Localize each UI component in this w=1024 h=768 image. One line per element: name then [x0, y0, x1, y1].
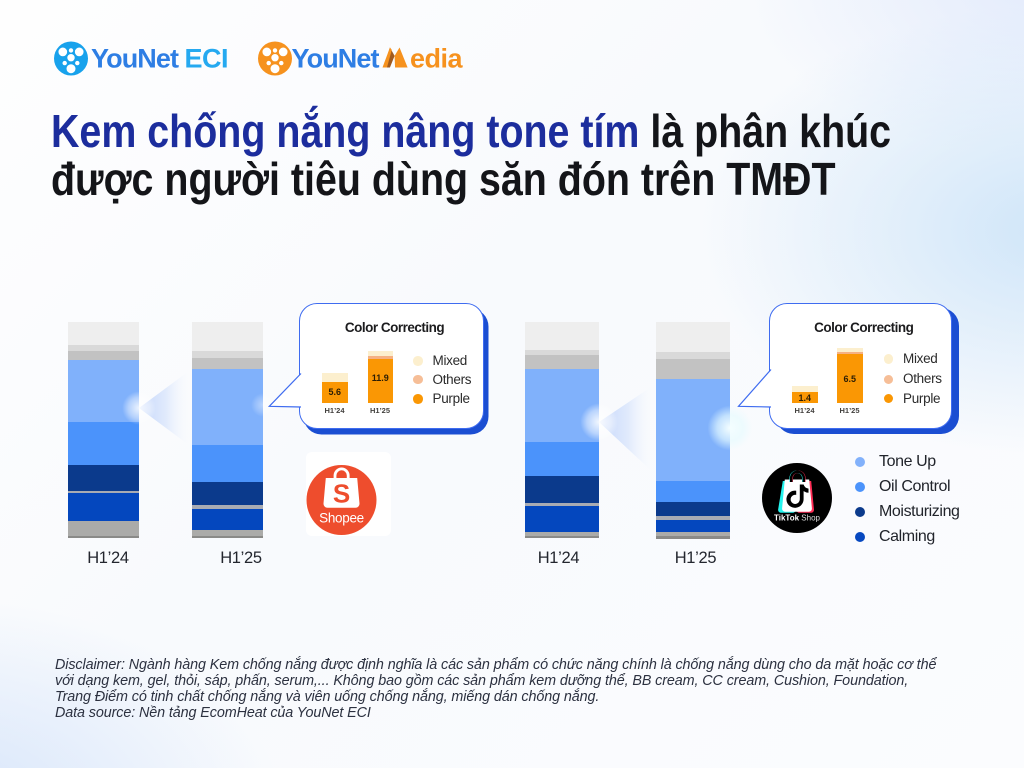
- svg-text:YouNet: YouNet: [91, 44, 179, 74]
- svg-text:edia: edia: [410, 44, 464, 74]
- svg-text:Shopee: Shopee: [319, 511, 364, 526]
- svg-text:ECI: ECI: [185, 44, 229, 74]
- svg-text:YouNet: YouNet: [292, 44, 380, 74]
- svg-text:TikTok Shop: TikTok Shop: [774, 514, 821, 523]
- svg-text:S: S: [333, 479, 350, 509]
